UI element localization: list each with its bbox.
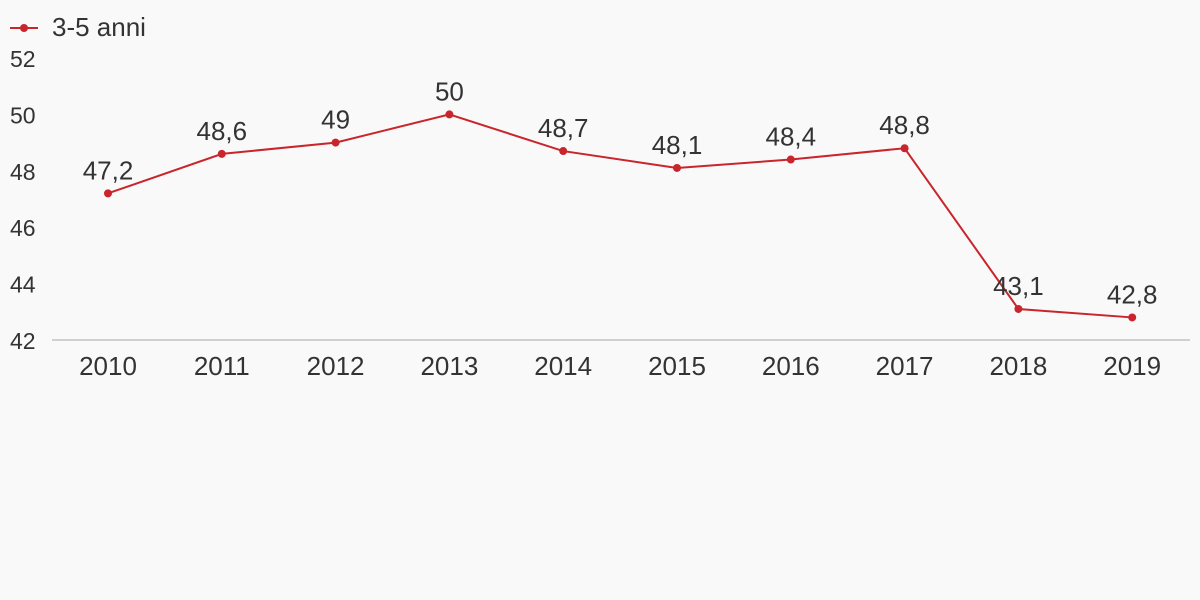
data-point bbox=[786, 155, 795, 164]
x-tick-label: 2015 bbox=[648, 351, 706, 381]
data-label: 48,6 bbox=[196, 116, 247, 146]
y-axis: 42 44 46 48 50 52 bbox=[10, 46, 36, 354]
x-tick-label: 2013 bbox=[420, 351, 478, 381]
y-tick-label: 50 bbox=[10, 102, 36, 128]
data-point bbox=[1128, 313, 1137, 322]
x-tick-label: 2016 bbox=[762, 351, 820, 381]
x-tick-label: 2019 bbox=[1103, 351, 1161, 381]
x-tick-label: 2014 bbox=[534, 351, 592, 381]
data-point bbox=[673, 163, 681, 172]
y-tick-label: 52 bbox=[10, 46, 36, 72]
x-tick-label: 2012 bbox=[307, 351, 365, 381]
data-label: 49 bbox=[321, 105, 350, 135]
y-tick-label: 44 bbox=[10, 272, 36, 298]
data-point bbox=[900, 144, 909, 153]
data-point bbox=[331, 138, 340, 147]
data-label: 48,8 bbox=[879, 110, 930, 140]
data-point bbox=[559, 147, 568, 156]
legend-label: 3-5 anni bbox=[52, 12, 146, 42]
data-points bbox=[104, 110, 1137, 322]
x-tick-label: 2017 bbox=[876, 351, 934, 381]
y-tick-label: 42 bbox=[10, 328, 36, 354]
series-line-3-5-anni bbox=[107, 113, 1133, 319]
data-point bbox=[1014, 304, 1023, 313]
data-label: 48,7 bbox=[538, 113, 589, 143]
data-label: 43,1 bbox=[993, 271, 1044, 301]
data-point bbox=[104, 189, 112, 198]
x-axis: 2010 2011 2012 2013 2014 2015 2016 2017 2018 2019 bbox=[79, 351, 1161, 381]
data-point bbox=[217, 149, 226, 158]
legend-dot-marker bbox=[20, 24, 28, 32]
data-label: 48,4 bbox=[765, 122, 816, 152]
y-tick-label: 48 bbox=[10, 159, 36, 185]
legend: 3-5 anni bbox=[10, 12, 146, 42]
data-label: 48,1 bbox=[652, 130, 703, 160]
data-label: 47,2 bbox=[83, 155, 134, 185]
x-tick-label: 2010 bbox=[79, 351, 137, 381]
x-tick-label: 2011 bbox=[194, 351, 250, 381]
data-point bbox=[445, 110, 454, 119]
data-label: 50 bbox=[435, 76, 464, 106]
data-label: 42,8 bbox=[1107, 279, 1158, 309]
data-labels: 47,2 48,6 49 50 48,7 48,1 48,4 48,8 43,1 42,8 bbox=[83, 76, 1158, 309]
y-tick-label: 46 bbox=[10, 215, 36, 241]
x-tick-label: 2018 bbox=[989, 351, 1047, 381]
